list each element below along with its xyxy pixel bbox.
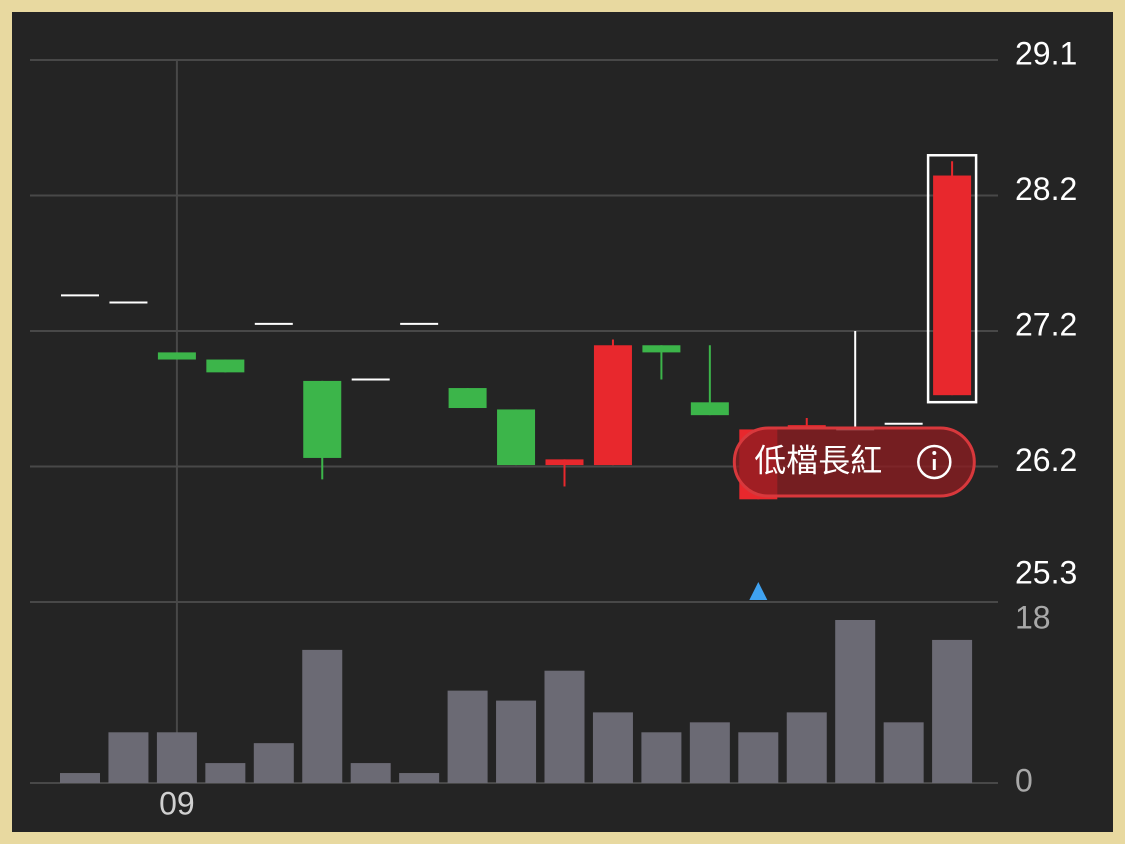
highlight-box (926, 154, 978, 404)
volume-bar (544, 670, 585, 783)
candle-body (303, 380, 342, 458)
volume-bar (496, 700, 537, 783)
volume-bar (447, 690, 488, 783)
annotation-pill (732, 426, 976, 498)
volume-bar (205, 763, 246, 783)
volume-bar (641, 732, 682, 783)
info-icon-dot (932, 451, 937, 455)
volume-tick-label: 18 (1015, 599, 1051, 635)
candle-body (690, 402, 729, 416)
volume-bar (835, 620, 876, 783)
volume-bar (786, 712, 827, 783)
annotation-text: 低檔長紅 (754, 442, 882, 478)
y-tick-label: 27.2 (1015, 306, 1077, 342)
x-tick-label: 09 (159, 785, 195, 821)
volume-tick-label: 0 (1015, 762, 1033, 798)
volume-bar (689, 722, 730, 783)
y-tick-label: 29.1 (1015, 35, 1077, 71)
volume-bar (592, 712, 633, 783)
volume-bar (60, 773, 100, 783)
candle-body (448, 388, 487, 409)
y-tick-label: 26.2 (1015, 442, 1077, 478)
info-icon (917, 444, 952, 480)
candle-body (545, 459, 584, 466)
volume-bar (302, 649, 343, 783)
y-tick-label: 25.3 (1015, 554, 1077, 590)
volume-bar (738, 732, 779, 783)
candle-body (206, 359, 245, 373)
volume-bar (350, 763, 391, 783)
volume-bar (399, 773, 440, 783)
candle-body (497, 409, 536, 466)
volume-bar (156, 732, 197, 783)
candle-body (642, 345, 681, 353)
volume-bar (253, 743, 294, 783)
annotation-badge: 低檔長紅 (732, 426, 976, 498)
volume-bar (883, 722, 924, 783)
y-tick-label: 28.2 (1015, 171, 1077, 207)
signal-marker (749, 582, 768, 600)
volume-bar (932, 639, 973, 783)
volume-bar (108, 732, 149, 783)
candle-body (593, 345, 632, 466)
candle-body (933, 175, 972, 396)
candle-body (157, 352, 196, 360)
